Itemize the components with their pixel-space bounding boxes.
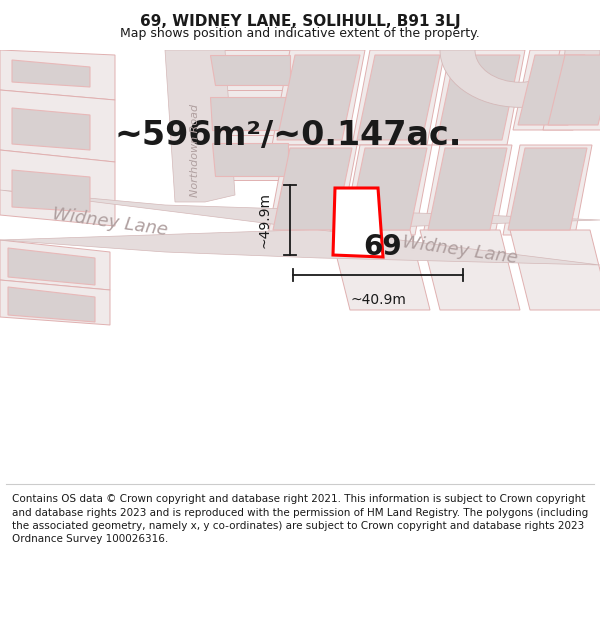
Polygon shape — [195, 90, 300, 135]
Text: 69, WIDNEY LANE, SOLIHULL, B91 3LJ: 69, WIDNEY LANE, SOLIHULL, B91 3LJ — [140, 14, 460, 29]
Polygon shape — [352, 50, 445, 145]
Text: Contains OS data © Crown copyright and database right 2021. This information is : Contains OS data © Crown copyright and d… — [12, 494, 588, 544]
Polygon shape — [8, 287, 95, 322]
Polygon shape — [200, 135, 300, 180]
Polygon shape — [0, 90, 115, 162]
Polygon shape — [165, 50, 235, 202]
Polygon shape — [268, 145, 357, 235]
Polygon shape — [12, 108, 90, 150]
Polygon shape — [0, 280, 110, 325]
Polygon shape — [210, 97, 288, 130]
Polygon shape — [273, 148, 352, 230]
Polygon shape — [508, 148, 587, 230]
Polygon shape — [518, 55, 585, 125]
Text: Map shows position and indicative extent of the property.: Map shows position and indicative extent… — [120, 27, 480, 40]
Polygon shape — [12, 170, 90, 212]
Polygon shape — [348, 148, 427, 230]
Polygon shape — [428, 148, 507, 230]
Polygon shape — [548, 55, 600, 125]
Polygon shape — [0, 150, 115, 226]
Polygon shape — [330, 230, 430, 310]
Polygon shape — [212, 143, 288, 176]
Polygon shape — [437, 55, 520, 140]
Polygon shape — [0, 50, 115, 100]
Polygon shape — [420, 230, 520, 310]
Polygon shape — [343, 145, 432, 235]
Polygon shape — [503, 145, 592, 235]
Polygon shape — [432, 50, 525, 145]
Text: Northdown Road: Northdown Road — [190, 103, 200, 196]
Polygon shape — [333, 188, 383, 257]
Text: ~49.9m: ~49.9m — [258, 192, 272, 248]
Polygon shape — [513, 50, 590, 130]
Polygon shape — [0, 190, 600, 265]
Polygon shape — [0, 240, 110, 290]
Polygon shape — [8, 248, 95, 285]
Polygon shape — [357, 55, 440, 140]
Polygon shape — [423, 145, 512, 235]
Polygon shape — [510, 230, 600, 310]
Polygon shape — [543, 50, 600, 130]
Text: 69: 69 — [363, 233, 401, 261]
Wedge shape — [440, 50, 600, 108]
Text: ~596m²/~0.147ac.: ~596m²/~0.147ac. — [115, 119, 461, 152]
Text: Widney Lane: Widney Lane — [51, 205, 169, 239]
Polygon shape — [195, 50, 300, 90]
Text: Widney Lane: Widney Lane — [401, 233, 519, 267]
Polygon shape — [277, 55, 360, 140]
Text: ~40.9m: ~40.9m — [350, 293, 406, 307]
Polygon shape — [272, 50, 365, 145]
Polygon shape — [12, 60, 90, 87]
Polygon shape — [210, 55, 290, 85]
